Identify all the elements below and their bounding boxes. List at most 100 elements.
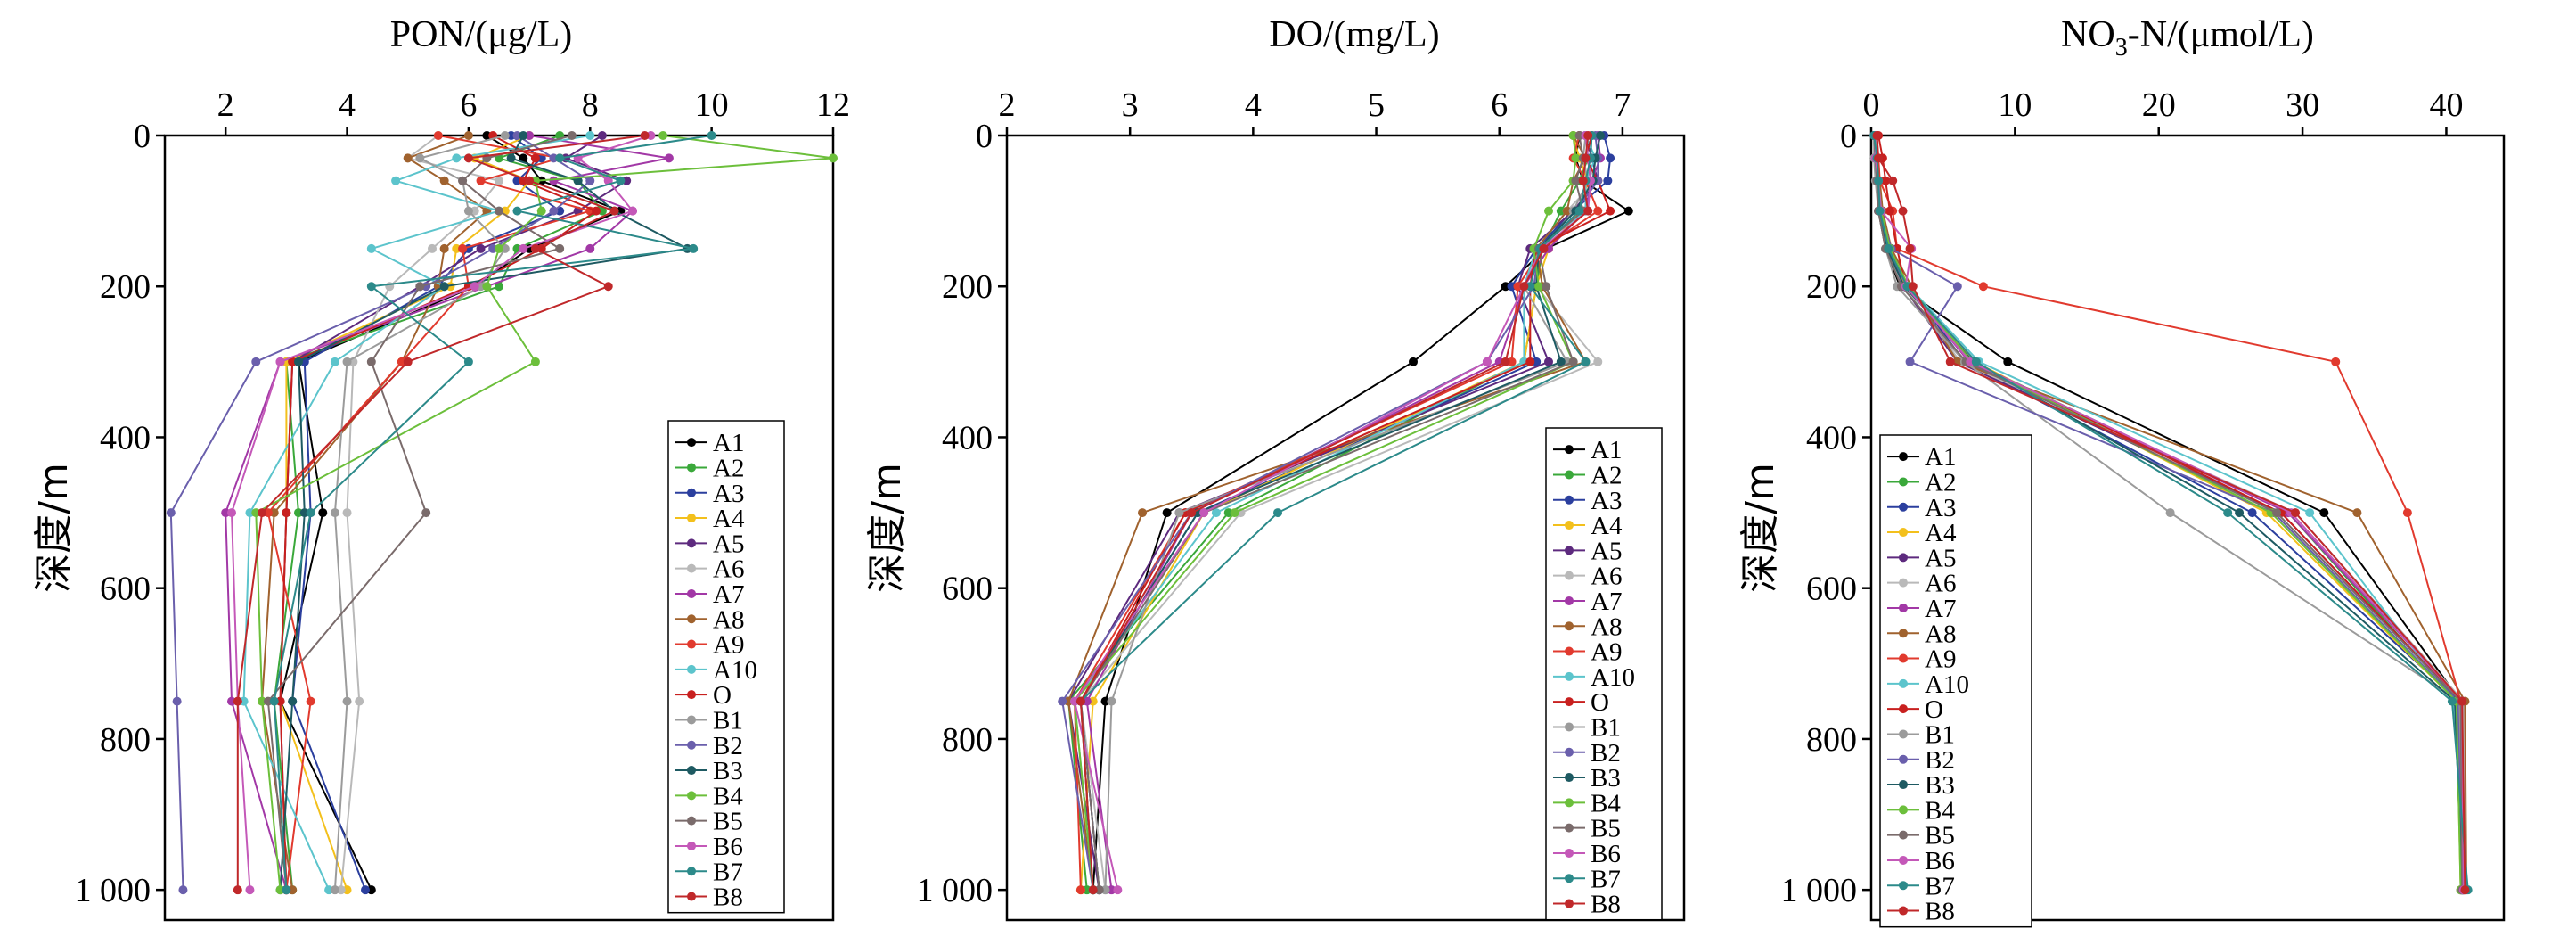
data-point-B2 (1952, 282, 1962, 292)
data-point-B1 (1174, 508, 1184, 518)
legend-label-B4: B4 (713, 782, 743, 810)
data-point-A1 (519, 153, 528, 163)
data-point-B4 (495, 243, 503, 253)
legend-label-A5: A5 (1591, 537, 1622, 565)
legend-swatch-marker (1899, 629, 1908, 638)
legend-label-A6: A6 (713, 555, 744, 584)
data-point-A10 (330, 357, 339, 366)
data-point-B7 (1884, 243, 1893, 253)
data-point-B7 (1525, 282, 1535, 292)
y-tick-label: 800 (942, 721, 993, 759)
data-point-B7 (1581, 357, 1591, 366)
data-point-B5 (555, 243, 565, 253)
series-line-A5 (1067, 135, 1599, 891)
data-point-B8 (1583, 206, 1593, 216)
data-point-B8 (530, 243, 540, 253)
data-point-B3 (1596, 131, 1606, 140)
legend-swatch-marker (687, 438, 696, 448)
legend-label-B1: B1 (1925, 720, 1955, 749)
legend-swatch-marker (1899, 881, 1908, 891)
legend-swatch-marker (1899, 452, 1908, 462)
legend-swatch-marker (1565, 874, 1574, 883)
x-tick-label: 6 (1491, 86, 1508, 124)
x-tick-label: 12 (816, 86, 850, 124)
x-tick-label: 10 (1998, 86, 2032, 124)
legend-label-B6: B6 (1591, 840, 1621, 868)
data-point-A3 (2247, 508, 2257, 518)
data-point-B1 (330, 885, 339, 895)
data-point-B1 (330, 508, 339, 518)
data-point-B4 (1568, 131, 1578, 140)
legend-label-A7: A7 (1591, 588, 1622, 616)
legend-swatch-marker (687, 816, 696, 826)
data-point-A10 (391, 176, 401, 185)
y-tick-label: 800 (100, 721, 151, 759)
series-line-A9 (1874, 135, 2465, 891)
legend-swatch-marker (1565, 495, 1574, 505)
legend-swatch-marker (1899, 754, 1908, 764)
legend-swatch-marker (1899, 553, 1908, 563)
data-point-B2 (251, 357, 261, 366)
data-point-A7 (549, 176, 559, 185)
legend-label-A10: A10 (713, 656, 757, 685)
data-point-B5 (458, 176, 468, 185)
data-point-A8 (403, 153, 413, 163)
data-point-B2 (178, 885, 188, 895)
data-point-B5 (1094, 885, 1104, 895)
series-line-A9 (266, 135, 592, 891)
plot-frame (1869, 134, 2506, 922)
series-line-B7 (1873, 135, 2469, 891)
data-point-B8 (233, 696, 242, 706)
data-point-B2 (585, 176, 595, 185)
panel-pon: PON/(μg/L) 2 4 6 8 10 12 0 200 400 600 800 1 000 深度/… (31, 14, 850, 922)
series-line-B7 (273, 135, 712, 891)
data-point-O (1606, 206, 1615, 216)
panel-title-no3n: NO3-N/(μmol/L) (2061, 14, 2314, 62)
legend-swatch-marker (1899, 780, 1908, 790)
x-tick-label: 4 (1245, 86, 1262, 124)
y-tick-label: 400 (942, 419, 993, 456)
y-tick-label: 1 000 (917, 872, 994, 909)
data-point-B6 (470, 282, 479, 292)
data-point-B3 (2235, 508, 2245, 518)
data-point-B7 (1874, 176, 1884, 185)
legend-swatch-marker (687, 867, 696, 876)
data-point-B7 (366, 282, 376, 292)
legend-swatch-marker (687, 563, 696, 573)
series-line-B4 (1074, 135, 1577, 891)
data-point-A10 (366, 243, 376, 253)
data-point-B5 (1574, 131, 1584, 140)
y-tick-label: 1 000 (1781, 872, 1858, 909)
data-point-B2 (1905, 357, 1915, 366)
data-point-B6 (227, 508, 236, 518)
series-line-A10 (1074, 135, 1597, 891)
y-tick-label: 400 (100, 419, 151, 456)
series-line-A6 (1079, 135, 1599, 891)
legend-swatch-marker (1565, 445, 1574, 455)
data-point-A4 (1088, 696, 1098, 706)
data-point-B3 (294, 357, 303, 366)
plot-frame (1005, 134, 1686, 922)
data-point-A7 (664, 153, 674, 163)
data-point-B8 (640, 131, 650, 140)
legend-swatch-marker (1565, 621, 1574, 631)
data-point-B7 (512, 206, 522, 216)
legend-swatch-marker (687, 639, 696, 649)
legend-label-B8: B8 (1925, 898, 1955, 926)
data-point-B1 (1107, 696, 1116, 706)
y-tick-label: 0 (976, 118, 993, 155)
data-point-B7 (1971, 357, 1981, 366)
data-point-A3 (1606, 153, 1615, 163)
data-point-B1 (415, 153, 425, 163)
legend-label-B4: B4 (1591, 789, 1621, 818)
y-tick-label: 0 (1840, 118, 1857, 155)
y-axis-label: 深度/m (864, 463, 910, 593)
legend-label-A3: A3 (1591, 487, 1622, 515)
x-tick-label: 6 (460, 86, 477, 124)
series-line-A2 (273, 135, 603, 891)
data-point-B7 (2223, 508, 2233, 518)
data-point-A9 (1513, 282, 1523, 292)
legend-swatch-marker (1899, 578, 1908, 588)
legend-label-B2: B2 (1925, 746, 1955, 775)
